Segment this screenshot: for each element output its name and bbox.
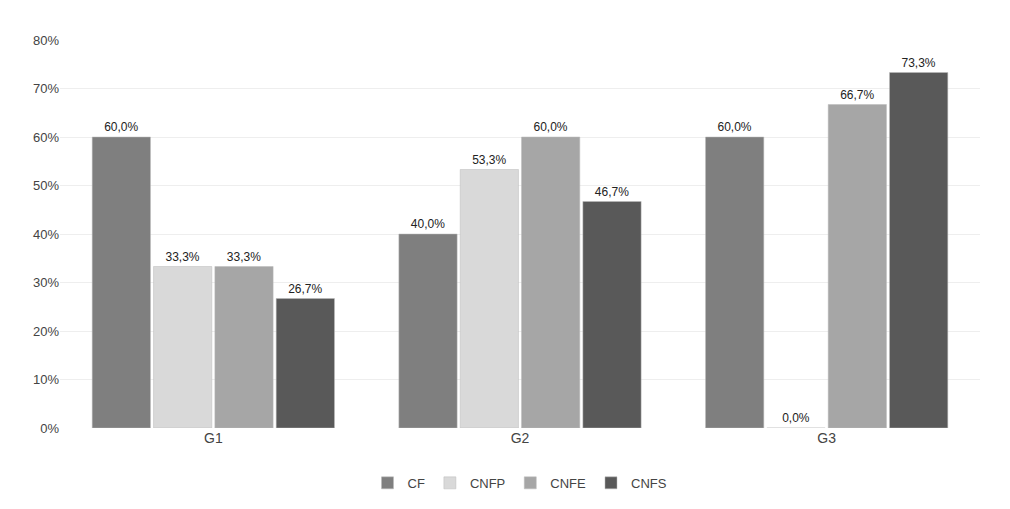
svg-text:10%: 10% (33, 372, 59, 387)
svg-text:73,3%: 73,3% (901, 56, 935, 70)
svg-text:CNFS: CNFS (631, 476, 667, 491)
svg-text:40%: 40% (33, 227, 59, 242)
svg-text:33,3%: 33,3% (227, 250, 261, 264)
svg-text:26,7%: 26,7% (288, 282, 322, 296)
svg-text:G1: G1 (204, 430, 223, 446)
svg-text:CNFP: CNFP (470, 476, 505, 491)
svg-text:60%: 60% (33, 130, 59, 145)
svg-text:40,0%: 40,0% (411, 217, 445, 231)
svg-text:50%: 50% (33, 178, 59, 193)
svg-text:60,0%: 60,0% (533, 120, 567, 134)
svg-text:60,0%: 60,0% (717, 120, 751, 134)
svg-text:60,0%: 60,0% (104, 120, 138, 134)
svg-text:G3: G3 (817, 430, 836, 446)
svg-text:30%: 30% (33, 275, 59, 290)
svg-text:0%: 0% (40, 421, 59, 436)
svg-text:53,3%: 53,3% (472, 153, 506, 167)
svg-text:66,7%: 66,7% (840, 88, 874, 102)
svg-text:70%: 70% (33, 81, 59, 96)
svg-text:0,0%: 0,0% (782, 411, 810, 425)
svg-text:33,3%: 33,3% (165, 250, 199, 264)
svg-text:46,7%: 46,7% (595, 185, 629, 199)
svg-text:20%: 20% (33, 324, 59, 339)
svg-text:CF: CF (408, 476, 425, 491)
svg-text:80%: 80% (33, 33, 59, 48)
svg-text:CNFE: CNFE (550, 476, 586, 491)
svg-text:G2: G2 (511, 430, 530, 446)
